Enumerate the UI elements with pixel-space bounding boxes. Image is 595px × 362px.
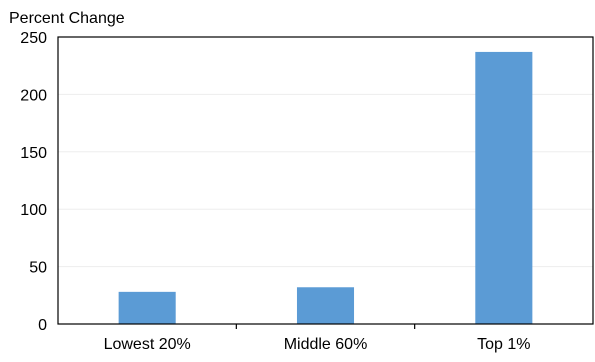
- y-tick-label: 100: [20, 202, 47, 219]
- x-tick-label: Middle 60%: [284, 336, 368, 353]
- y-axis-title: Percent Change: [9, 10, 125, 27]
- bar-2: [475, 51, 533, 324]
- y-axis-ticks: 0 50 100 150 200 250: [20, 30, 47, 334]
- x-tick-label: Top 1%: [477, 336, 530, 353]
- bar-1: [296, 287, 355, 324]
- y-tick-label: 50: [29, 260, 47, 277]
- x-axis-ticks: Lowest 20% Middle 60% Top 1%: [104, 324, 531, 353]
- plot-frame: [57, 36, 594, 325]
- y-tick-label: 200: [20, 87, 47, 104]
- y-tick-label: 150: [20, 145, 47, 162]
- bar-0: [118, 291, 176, 324]
- y-tick-label: 250: [20, 30, 47, 47]
- bars: [118, 51, 533, 324]
- y-tick-label: 0: [38, 317, 47, 334]
- x-tick-label: Lowest 20%: [104, 336, 191, 353]
